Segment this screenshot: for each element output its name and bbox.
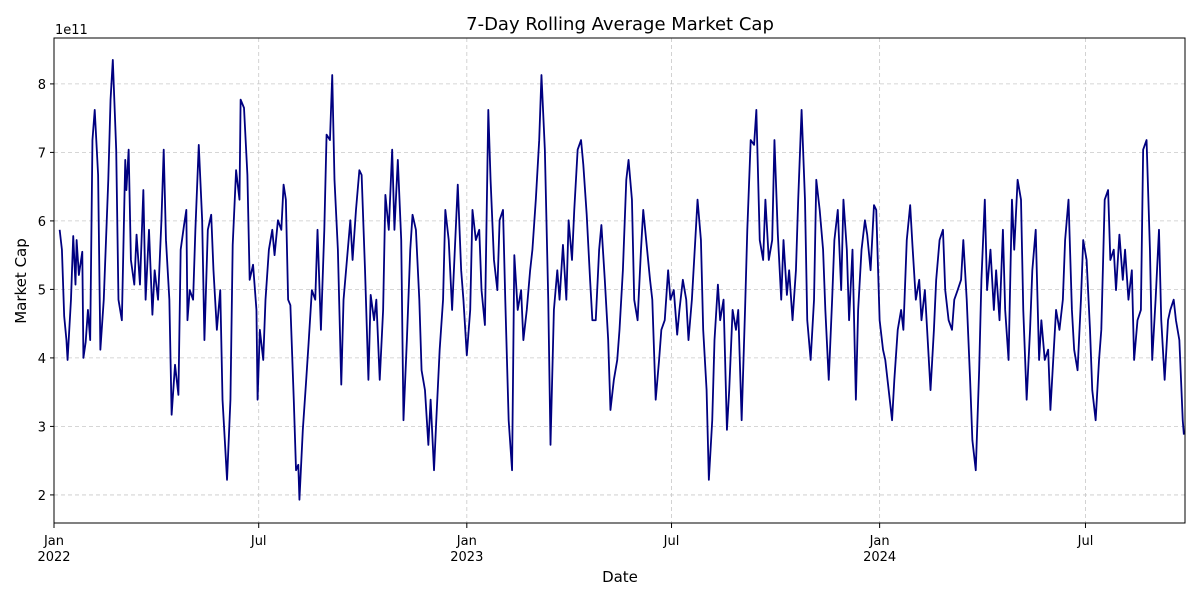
y-tick-label: 8 — [38, 78, 46, 93]
x-tick-label: Jan 2023 — [450, 534, 483, 565]
data-line — [58, 59, 1185, 501]
x-tick-label: Jan 2024 — [863, 534, 896, 565]
y-tick-label: 3 — [38, 420, 46, 435]
y-offset-label: 1e11 — [55, 23, 88, 38]
y-tick-label: 4 — [38, 352, 46, 367]
x-tick-label: Jul — [1077, 534, 1094, 549]
y-tick-label: 2 — [38, 489, 46, 504]
chart-title: 7-Day Rolling Average Market Cap — [466, 14, 774, 35]
x-tick-label: Jan 2022 — [37, 534, 70, 565]
y-axis-label: Market Cap — [12, 238, 30, 324]
x-axis-label: Date — [602, 568, 638, 586]
y-tick-label: 7 — [38, 146, 46, 161]
y-tick-label: 6 — [38, 215, 46, 230]
plot-frame — [53, 37, 1186, 524]
x-tick-label: Jul — [663, 534, 680, 549]
y-tick-label: 5 — [38, 283, 46, 298]
x-tick-label: Jul — [250, 534, 267, 549]
